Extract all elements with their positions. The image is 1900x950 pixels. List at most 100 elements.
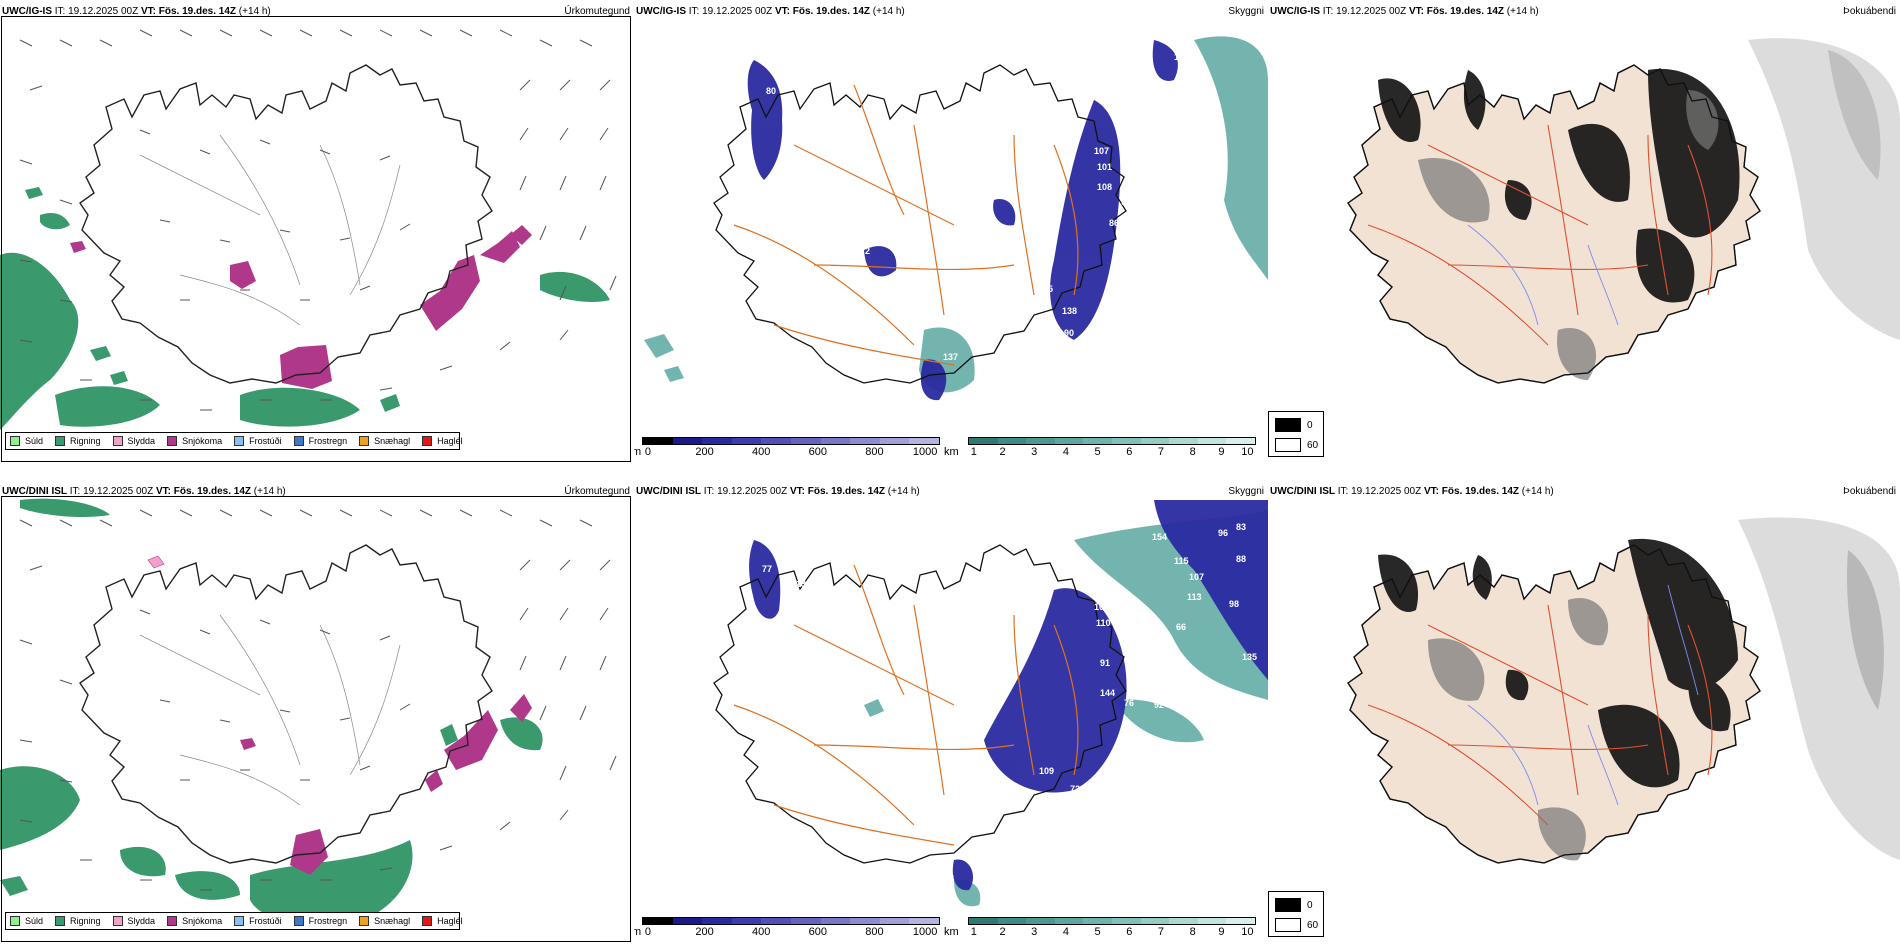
valid-time: Fös. 19.des. 14Z [173,486,252,497]
visibility-value-label: 90 [1064,328,1074,338]
fog-legend-item: 0 [1275,418,1313,432]
legend-label: Frostúði [249,436,282,446]
visibility-value-label: 72 [1070,784,1080,794]
legend-label: 60 [1307,919,1319,931]
colorbar-tick: 800 [865,446,884,458]
colorbar-tick: 1 [970,446,977,458]
legend-item: Frostregn [293,436,347,446]
visibility-value-label: 110 [1096,618,1111,628]
legend-label: Snæhagl [374,916,411,926]
legend-label: Frostúði [249,916,282,926]
valid-time: Fös. 19.des. 14Z [158,6,237,17]
colorbar-unit: m [634,446,642,458]
colorbar-strip [968,917,1256,925]
colorbar-tick: 200 [695,926,714,938]
visibility-value-label: 107 [1094,146,1109,156]
visibility-value-label: 95 [1121,197,1131,207]
lead-time: (+14 h) [1521,486,1554,497]
init-time: IT: 19.12.2025 00Z [1322,6,1407,17]
forecast-header: UWC/IG-IS IT: 19.12.2025 00Z VT: Fös. 19… [636,6,905,17]
lead-time: (+14 h) [253,486,286,497]
cloudbase-colorbar: km 1 2 3 4 5 6 7 8 9 10 [944,917,1256,939]
colorbar-ticks: 1 2 3 4 5 6 7 8 9 10 [968,925,1256,939]
legend-item: Frostúði [234,916,282,926]
visibility-value-label: 73 [1062,812,1072,822]
visibility-value-label: 96 [1139,200,1149,210]
colorbar-strip [968,437,1256,445]
colorbar-tick: 600 [808,446,827,458]
legend-swatch [359,436,370,446]
colorbar-tick: 7 [1157,446,1165,458]
visibility-value-label: 88 [774,660,784,670]
visibility-value-label: 18 [944,873,954,883]
visibility-value-label: 60 [1124,745,1134,755]
visibility-value-label: 72 [860,246,870,256]
colorbar-unit: km [944,446,959,458]
forecast-header: UWC/DINI ISL IT: 19.12.2025 00Z VT: Fös.… [2,486,286,497]
visibility-value-label: 91 [1100,658,1110,668]
visibility-value-label: 46 [944,392,954,402]
colorbar-tick: 1000 [912,926,938,938]
colorbar-unit: km [944,926,959,938]
colorbar-tick: 2 [999,446,1006,458]
colorbar-tick: 600 [808,926,827,938]
colorbar-tick: 8 [1189,446,1196,458]
visibility-value-label: 83 [1121,268,1131,278]
lead-time: (+14 h) [872,6,905,17]
legend-swatch [293,436,304,446]
visibility-value-label: 104 [1146,657,1161,667]
colorbar-tick: 0 [644,446,652,458]
legend-item: Haglél [422,436,463,446]
legend-swatch [10,916,20,926]
visibility-value-label: 144 [1100,688,1115,698]
legend-label: 0 [1307,419,1313,431]
precip-legend: Súld Rigning Slydda Snjókoma Frostúði Fr… [5,432,463,450]
panel-title: Úrkomutegund [564,6,630,17]
valid-time-label: VT: [1408,6,1424,17]
legend-swatch [1275,418,1301,432]
colorbar-strip [642,437,940,445]
visibility-value-label: 76 [1124,698,1134,708]
legend-item: Rigning [55,436,101,446]
lead-time: (+14 h) [1506,6,1539,17]
fog-legend-item: 60 [1275,918,1318,932]
legend-label: Snæhagl [374,436,411,446]
visibility-value-label: 106 [1094,602,1109,612]
colorbar-unit: m [634,926,642,938]
legend-swatch [1275,898,1301,912]
model-name: UWC/IG-IS [1270,6,1320,17]
legend-item: Slydda [112,436,155,446]
init-time: IT: 19.12.2025 00Z [54,6,139,17]
colorbar-tick: 10 [1241,446,1254,458]
legend-item: Snæhagl [359,436,410,446]
forecast-header: UWC/DINI ISL IT: 19.12.2025 00Z VT: Fös.… [636,486,920,497]
colorbar-tick: 7 [1157,926,1165,938]
legend-swatch [422,436,433,446]
init-time: IT: 19.12.2025 00Z [703,486,788,497]
colorbar-tick: 1 [970,926,977,938]
legend-item: Slydda [112,916,155,926]
colorbar-tick: 1000 [912,446,938,458]
legend-swatch [422,916,433,926]
visibility-map: 80 123 107 72 137 76 46 107 101 108 95 9… [634,0,1268,470]
legend-swatch [293,916,304,926]
legend-swatch [359,916,370,926]
panel-title: Úrkomutegund [564,486,630,497]
visibility-value-label: 77 [762,564,772,574]
legend-swatch [55,436,66,446]
valid-time: Fös. 19.des. 14Z [807,486,886,497]
colorbar-ticks: 1 2 3 4 5 6 7 8 9 10 [968,445,1256,459]
legend-item: Frostregn [293,916,348,926]
colorbar-strip [642,917,940,925]
fog-indicator-panel: UWC/IG-IS IT: 19.12.2025 00Z VT: Fös. 19… [1268,0,1900,470]
legend-swatch [1275,438,1301,452]
colorbar-tick: 200 [695,446,714,458]
colorbar-tick: 0 [644,926,652,938]
fog-indicator-map [1268,480,1900,950]
legend-label: 0 [1307,899,1313,911]
visibility-value-label: 86 [1109,218,1119,228]
legend-swatch [10,436,20,446]
legend-label: Frostregn [308,916,348,926]
colorbar-tick: 3 [1031,446,1038,458]
visibility-value-label: 76 [909,367,919,377]
